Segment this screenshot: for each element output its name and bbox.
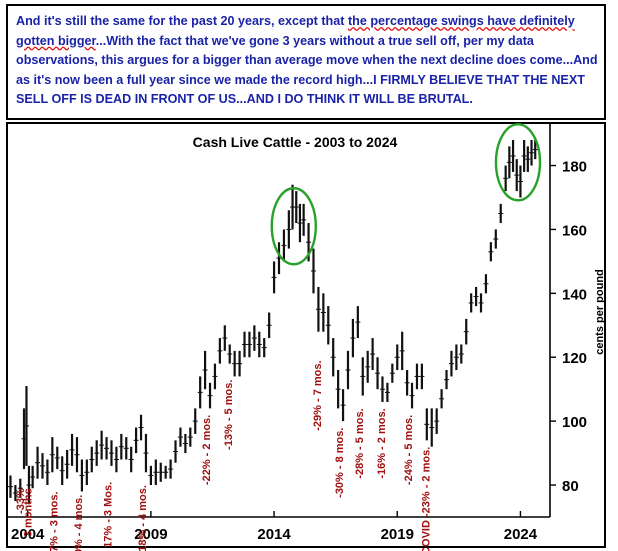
y-tick-label: 120 [562,350,587,367]
y-tick-label: 140 [562,286,587,303]
drawdown-annotation: COVID -23% - 2 mos. [420,447,432,551]
drawdown-annotation: - 17% - 3 Mos. [102,482,114,551]
drawdown-annotation: -19% - 4 mos. [73,495,85,551]
chart-title: Cash Live Cattle - 2003 to 2024 [193,134,398,150]
drawdown-annotation: -24% - 5 mos. [403,415,415,485]
drawdown-annotation: -17% - 3 mos. [48,491,60,551]
drawdown-annotation: -22% - 2 mos. [201,415,213,485]
x-tick-label: 2014 [257,526,291,543]
plot-area [8,124,551,518]
drawdown-annotation: -18% - 4 mos. [137,485,149,551]
drawdown-annotation: -29% - 7 mos. [312,360,324,430]
y-tick-label: 80 [562,478,579,495]
drawdown-annotation: -16% - 2 mos. [376,408,388,478]
drawdown-annotation: -28% - 5 mos. [354,408,366,478]
y-tick-label: 160 [562,222,587,239]
y-tick-label: 180 [562,159,587,176]
annotation-text-after: ...With the fact that we've gone 3 years… [16,33,598,107]
y-tick-label: 100 [562,414,587,431]
drawdown-annotation: 3 months [22,488,34,537]
annotation-highlight: the percentage swings have definitely go… [16,14,575,48]
annotation-text-before: And it's still the same for the past 20 … [16,14,348,28]
highlight-circle [494,123,542,202]
x-tick-label: 2024 [504,526,538,543]
y-axis-label: cents per pound [594,269,606,355]
drawdown-annotation: -13% - 5 mos. [223,380,235,450]
highlight-circle [270,187,317,266]
chart-frame [6,122,606,548]
x-tick-label: 2019 [381,526,414,543]
drawdown-annotation: -33% [15,488,27,514]
x-tick-label: 2009 [134,526,167,543]
drawdown-annotation: -30% - 8 mos. [334,428,346,498]
annotation-box: And it's still the same for the past 20 … [6,4,606,120]
x-tick-label: 2004 [11,526,45,543]
annotation-text: And it's still the same for the past 20 … [16,12,604,110]
